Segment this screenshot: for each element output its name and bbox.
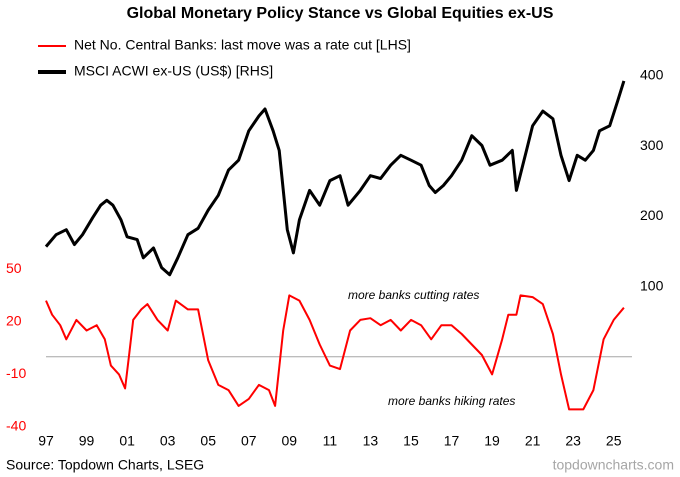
y-tick-label: -40 [6,418,26,434]
x-tick-label: 09 [282,433,298,449]
legend-label: MSCI ACWI ex-US (US$) [RHS] [74,63,273,79]
y2-tick-label: 200 [640,207,664,223]
series-line [44,80,626,277]
watermark: topdowncharts.com [553,457,674,473]
annotation: more banks cutting rates [348,288,479,302]
x-tick-label: 97 [38,433,54,449]
y-tick-label: 20 [6,312,22,328]
x-tick-label: 23 [565,433,581,449]
x-tick-label: 03 [160,433,176,449]
y2-tick-label: 100 [640,277,664,293]
y-tick-label: -10 [6,365,26,381]
y2-tick-label: 300 [640,137,664,153]
y2-tick-label: 400 [640,67,664,83]
chart-title: Global Monetary Policy Stance vs Global … [127,5,554,22]
x-tick-label: 01 [119,433,135,449]
x-tick-label: 15 [403,433,419,449]
x-tick-label: 07 [241,433,257,449]
x-tick-label: 13 [363,433,379,449]
x-tick-label: 99 [79,433,95,449]
y-tick-label: 50 [6,260,22,276]
series-line [45,294,625,411]
x-tick-label: 11 [323,433,338,449]
x-tick-label: 17 [444,433,460,449]
source: Source: Topdown Charts, LSEG [6,457,204,473]
legend-label: Net No. Central Banks: last move was a r… [74,37,411,53]
x-tick-label: 19 [484,433,500,449]
annotation: more banks hiking rates [388,394,515,408]
x-tick-label: 05 [200,433,216,449]
x-tick-label: 25 [606,433,622,449]
x-tick-label: 21 [525,433,541,449]
